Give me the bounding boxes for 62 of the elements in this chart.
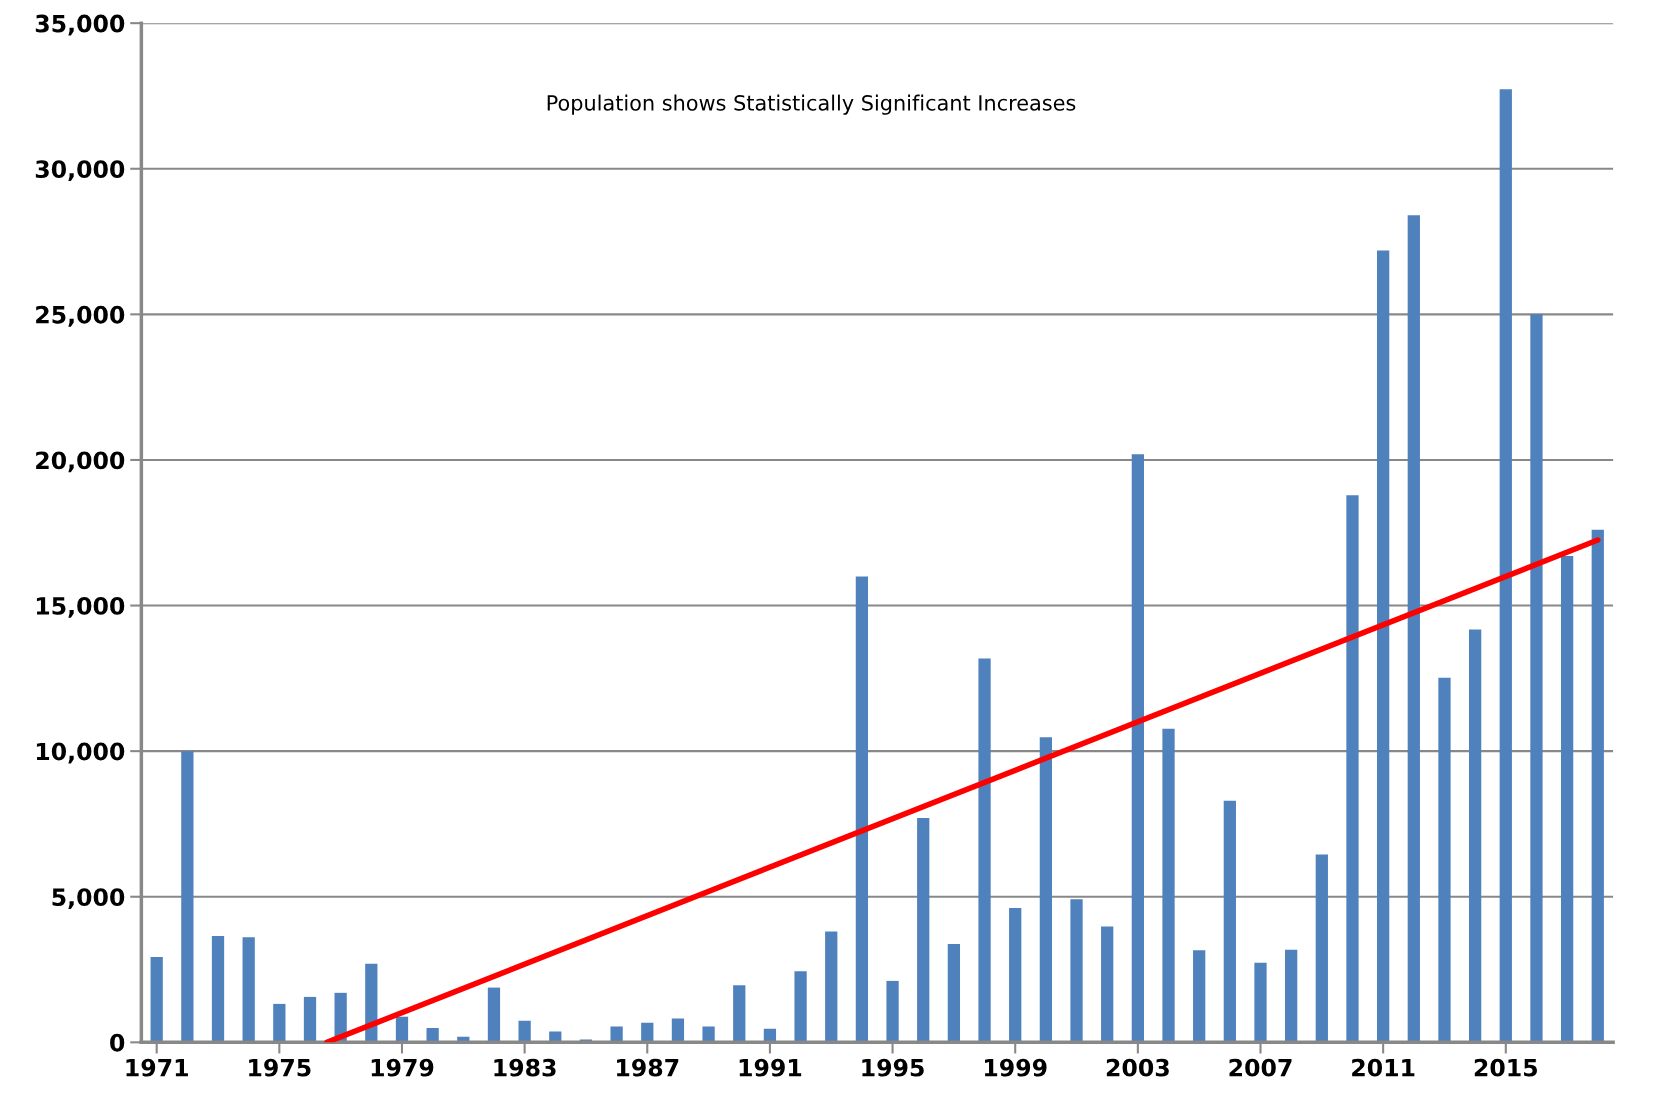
bar	[855, 576, 869, 1043]
x-tick-label: 1971	[126, 1058, 188, 1077]
bar	[487, 987, 501, 1043]
x-tick-label: 1995	[862, 1058, 924, 1077]
bar	[1591, 529, 1604, 1043]
bar	[1315, 854, 1328, 1043]
bar	[702, 1026, 715, 1043]
bar	[1346, 495, 1359, 1043]
bar	[610, 1026, 623, 1043]
bar	[1254, 962, 1267, 1043]
bar	[303, 996, 317, 1043]
bar	[733, 985, 746, 1043]
y-tick-label: 20,000	[36, 451, 125, 473]
x-tick-label: 1975	[249, 1058, 311, 1077]
bar	[1499, 89, 1512, 1043]
bar	[917, 818, 930, 1043]
bar	[1131, 454, 1144, 1043]
y-tick-label: 15,000	[36, 596, 125, 618]
bar	[886, 980, 899, 1043]
y-tick-label: 5,000	[52, 888, 125, 910]
bar	[825, 931, 838, 1043]
bar	[1070, 899, 1083, 1043]
bar	[1530, 314, 1543, 1043]
bar	[242, 937, 255, 1043]
x-tick-label: 2007	[1229, 1058, 1292, 1077]
bar	[641, 1022, 654, 1043]
bar	[1377, 250, 1390, 1043]
bar	[1438, 677, 1451, 1043]
bar	[978, 658, 991, 1043]
x-tick-label: 2003	[1106, 1058, 1169, 1077]
y-tick-label: 35,000	[35, 14, 125, 36]
x-tick-label: 1991	[739, 1058, 802, 1077]
bar	[1162, 728, 1175, 1043]
bar	[181, 751, 194, 1043]
bar	[1193, 950, 1206, 1043]
x-tick-label: 1979	[371, 1058, 434, 1077]
bar	[671, 1018, 685, 1043]
bar	[395, 1016, 409, 1043]
bar	[947, 943, 961, 1043]
bar	[1407, 215, 1420, 1043]
bar	[273, 1003, 286, 1043]
bar	[1223, 800, 1236, 1043]
y-tick-label: 0	[110, 1033, 125, 1052]
x-tick-label: 2015	[1474, 1058, 1537, 1077]
annotation: Population shows Statistically Significant Increases	[547, 94, 1076, 115]
bar	[1560, 556, 1574, 1043]
bar	[150, 957, 163, 1043]
bar	[1039, 737, 1052, 1043]
bar	[1101, 926, 1114, 1043]
x-tick-label: 1987	[617, 1058, 679, 1077]
bar	[794, 971, 807, 1043]
x-tick-label: 1983	[494, 1058, 556, 1077]
bar	[1009, 908, 1022, 1043]
bar	[211, 936, 225, 1043]
bar	[518, 1020, 531, 1043]
y-tick-label: 25,000	[36, 305, 125, 327]
x-tick-label: 1999	[985, 1058, 1047, 1077]
x-tick-label: 2011	[1352, 1058, 1415, 1077]
bar	[1469, 629, 1482, 1043]
y-tick-label: 10,000	[36, 742, 125, 764]
bar	[1285, 949, 1298, 1043]
y-tick-label: 30,000	[35, 160, 125, 182]
